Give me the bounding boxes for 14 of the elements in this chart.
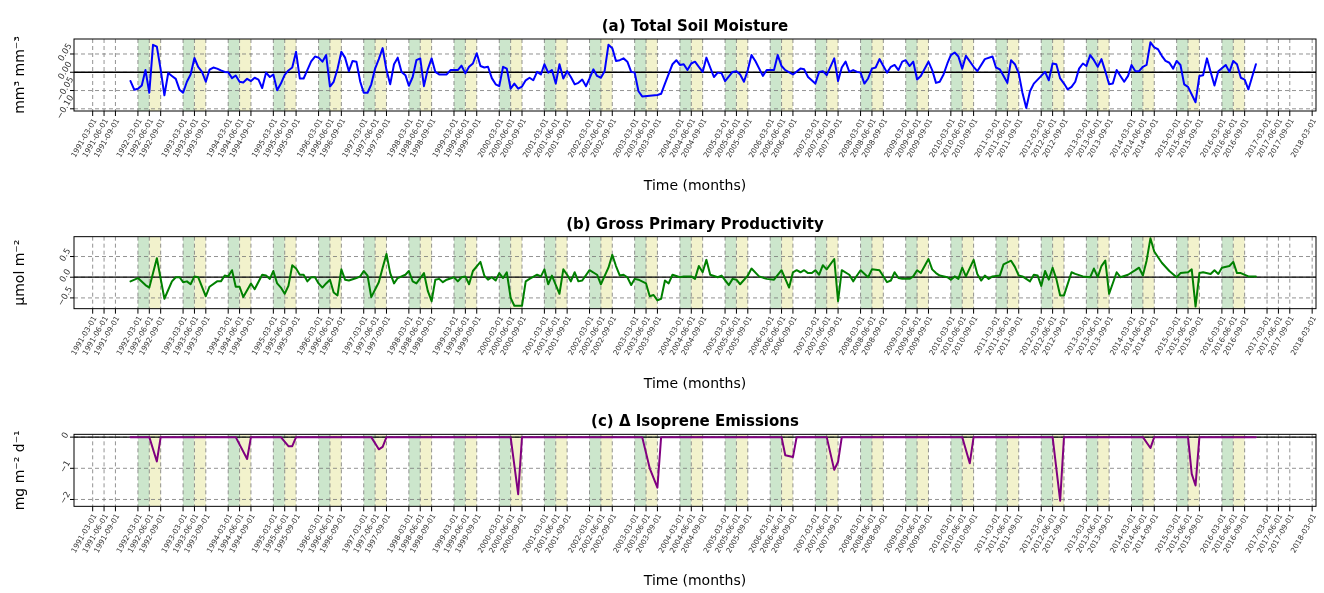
x-axis-title: Time (months): [642, 177, 747, 193]
chart-title: (c) Δ Isoprene Emissions: [591, 412, 799, 431]
x-axis-title: Time (months): [642, 572, 747, 589]
chart-title: (a) Total Soil Moisture: [601, 17, 789, 35]
y-axis-title: μmol m⁻²: [11, 239, 27, 306]
chart-title: (b) Gross Primary Productivity: [566, 214, 825, 233]
y-tick-label: 0.5: [56, 246, 73, 263]
y-axis-title: mm³ mm⁻³: [11, 36, 27, 114]
y-tick-label: −2: [57, 489, 73, 506]
x-axis-title: Time (months): [642, 374, 747, 391]
y-tick-label: 0.0: [56, 266, 73, 284]
y-tick-label: 0: [58, 430, 71, 441]
y-axis-title: mg m⁻² d⁻¹: [11, 430, 27, 511]
y-tick-label: −1: [57, 458, 73, 475]
